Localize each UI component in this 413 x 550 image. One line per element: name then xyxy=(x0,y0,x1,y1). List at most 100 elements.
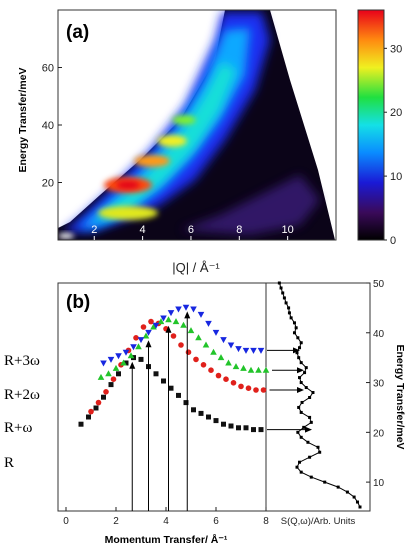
spectrum-marker xyxy=(299,341,303,345)
spectrum-marker xyxy=(299,470,303,474)
row-label: R xyxy=(4,455,14,471)
energy-link-arrow-head xyxy=(297,367,304,374)
series-r-plus-3omega-marker xyxy=(152,322,160,329)
series-r-plus-3omega-marker xyxy=(257,347,265,354)
series-r-plus-omega-marker xyxy=(253,387,259,393)
series-r-marker xyxy=(78,421,84,427)
series-r-plus-2omega-marker xyxy=(135,343,142,350)
series-r-marker xyxy=(123,360,129,366)
series-r-plus-omega-marker xyxy=(238,383,244,390)
series-r-plus-2omega-marker xyxy=(157,318,165,325)
heatmap-peak-1 xyxy=(98,206,158,220)
series-r-plus-omega-marker xyxy=(178,342,184,348)
series-r-plus-omega-marker xyxy=(230,380,237,386)
colorbar-gradient xyxy=(357,9,385,241)
colorbar-tick-label: 10 xyxy=(390,171,402,183)
spectrum-marker xyxy=(297,405,301,409)
heatmap-peak-3 xyxy=(134,155,170,167)
peak-arrow-head xyxy=(165,325,172,333)
series-r-plus-2omega-marker xyxy=(187,327,195,334)
series-r-plus-omega-marker xyxy=(223,376,229,383)
panel-a-xtick-label: 4 xyxy=(140,224,146,236)
spectrum-marker xyxy=(299,381,303,385)
series-r-plus-2omega-marker xyxy=(210,348,217,355)
spectrum-marker xyxy=(295,465,299,469)
series-r-marker xyxy=(206,414,211,420)
series-r-plus-2omega-marker xyxy=(180,321,187,328)
series-r-plus-3omega-marker xyxy=(122,349,130,356)
series-r-plus-3omega-marker xyxy=(250,347,257,354)
series-r-plus-2omega-marker xyxy=(247,366,255,373)
series-r-marker xyxy=(251,427,256,433)
series-r-plus-3omega-marker xyxy=(167,310,175,317)
series-r-marker xyxy=(183,400,189,406)
panel-a-ylabel: Energy Transfer/meV xyxy=(17,67,29,172)
spectrum-marker xyxy=(281,291,285,295)
panel-b-xtick-label: 8 xyxy=(263,516,269,527)
panel-b-xtick-label: 6 xyxy=(213,516,219,527)
panel-a-xtick-label: 8 xyxy=(236,224,242,236)
series-r-plus-2omega-marker xyxy=(127,352,135,359)
energy-link-arrow-head xyxy=(305,426,312,433)
spectrum-marker xyxy=(309,420,313,424)
series-r-marker xyxy=(93,405,99,411)
series-r-plus-omega-marker xyxy=(208,367,214,374)
spectrum-marker xyxy=(345,490,349,494)
series-r-plus-omega-marker xyxy=(148,318,154,325)
spectrum-marker xyxy=(296,430,300,434)
spectrum-marker xyxy=(295,351,299,355)
spectrum-line xyxy=(278,282,361,508)
spectrum-marker xyxy=(308,415,312,419)
spectrum-marker xyxy=(336,485,340,489)
series-r-plus-3omega-marker xyxy=(235,346,242,353)
spectrum-marker xyxy=(284,301,288,305)
panel-b-label: (b) xyxy=(66,292,90,313)
series-r-plus-3omega-marker xyxy=(115,353,122,360)
heatmap-peak-2-core xyxy=(116,181,140,189)
heatmap-corner-spot xyxy=(58,233,74,239)
series-r-marker xyxy=(116,371,121,377)
series-r-marker xyxy=(176,392,181,398)
peak-arrow-head xyxy=(184,311,191,319)
panel-b-xtick-label: 0 xyxy=(63,516,69,527)
series-r-plus-3omega-marker xyxy=(220,337,227,344)
series-r-plus-omega-marker xyxy=(88,408,94,415)
series-r-plus-2omega-marker xyxy=(142,332,150,339)
panel-a-xtick-label: 6 xyxy=(188,224,194,236)
spectrum-marker xyxy=(316,445,320,449)
energy-link-arrow-head xyxy=(297,387,304,393)
series-r-plus-3omega-marker xyxy=(190,306,197,313)
colorbar: 0 10 20 30 xyxy=(357,9,402,247)
panel-a-xlabel: |Q| / Å⁻¹ xyxy=(172,260,220,275)
spectrum-marker xyxy=(308,455,312,459)
spectrum-marker xyxy=(304,366,308,370)
series-r-plus-2omega-marker xyxy=(255,366,262,373)
colorbar-tick-label: 30 xyxy=(390,43,402,55)
series-r-marker xyxy=(191,407,196,413)
spectrum-marker xyxy=(289,316,293,320)
colorbar-tick-label: 20 xyxy=(390,107,402,119)
series-r-plus-2omega-marker xyxy=(150,323,157,330)
series-r-marker xyxy=(153,371,159,377)
panel-a-ytick-label: 20 xyxy=(42,178,54,190)
spectrum-marker xyxy=(297,356,301,360)
panel-a-label: (a) xyxy=(66,22,89,43)
panel-b-xlabel: Momentum Transfer/ Å⁻¹ xyxy=(105,533,228,546)
series-r-marker xyxy=(236,425,241,431)
series-r-plus-2omega-marker xyxy=(262,366,270,373)
series-r-plus-3omega-marker xyxy=(175,306,182,313)
series-r-plus-3omega-marker xyxy=(100,360,107,367)
spectrum-marker xyxy=(318,450,322,454)
series-r-plus-2omega-marker xyxy=(225,359,232,366)
heatmap-lightblue-band xyxy=(78,28,250,228)
series-r-plus-3omega-marker xyxy=(227,342,235,349)
series-r-plus-3omega-marker xyxy=(130,344,137,351)
panel-b-right-ytick-label: 30 xyxy=(373,379,385,390)
panel-b-right-ylabel: Energy Transfer/meV xyxy=(394,344,406,449)
series-r-marker xyxy=(198,410,204,416)
series-r-plus-omega-marker xyxy=(110,376,117,383)
spectrum-marker xyxy=(303,371,307,375)
spectrum-marker xyxy=(298,460,302,464)
series-r-plus-omega-marker xyxy=(193,356,199,363)
